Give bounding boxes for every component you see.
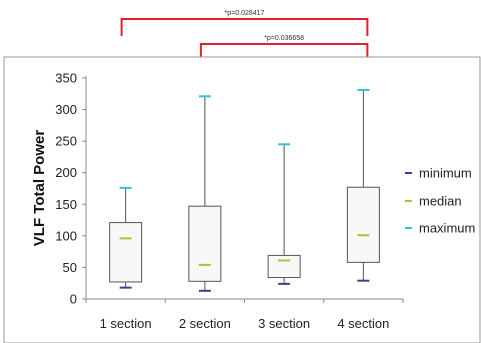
iqr-box (267, 254, 301, 279)
y-tick-label: 0 (70, 292, 77, 307)
y-tick-label: 100 (55, 228, 77, 243)
y-tick-label: 150 (55, 197, 77, 212)
bracket-line (199, 43, 369, 57)
legend-label-median: median (419, 194, 462, 209)
legend-label-minimum: minimum (419, 166, 472, 181)
significance-bracket-2: *p=0.036658 (199, 35, 369, 57)
box-3 (267, 143, 301, 285)
box-2 (188, 95, 222, 292)
x-tick-label: 1 section (100, 316, 152, 331)
p-value-label: *p=0.028417 (225, 10, 265, 17)
p-value-label: *p=0.036658 (264, 35, 304, 42)
box-1 (109, 186, 143, 289)
y-axis-label: VLF Total Power (31, 130, 48, 247)
x-tick-label: 4 section (337, 316, 389, 331)
significance-brackets: *p=0.028417 *p=0.036658 (120, 10, 369, 57)
y-tick-label: 350 (55, 71, 77, 86)
box-4 (346, 88, 380, 282)
chart-frame (3, 56, 481, 343)
x-tick-label: 2 section (179, 316, 231, 331)
bracket-line (120, 18, 369, 36)
iqr-box (346, 186, 380, 263)
iqr-box (109, 222, 143, 283)
y-tick-label: 50 (63, 260, 77, 275)
boxes (109, 88, 380, 292)
y-tick-label: 300 (55, 102, 77, 117)
legend: minimum median maximum (405, 166, 475, 236)
y-tick-label: 250 (55, 134, 77, 149)
legend-label-maximum: maximum (419, 221, 475, 236)
y-tick-label: 200 (55, 165, 77, 180)
significance-bracket-1: *p=0.028417 (120, 10, 369, 36)
x-tick-label: 3 section (258, 316, 310, 331)
axes: 0 50 100 150 200 250 300 350 1 section 2 section 3… (55, 71, 404, 331)
iqr-box (188, 205, 222, 282)
